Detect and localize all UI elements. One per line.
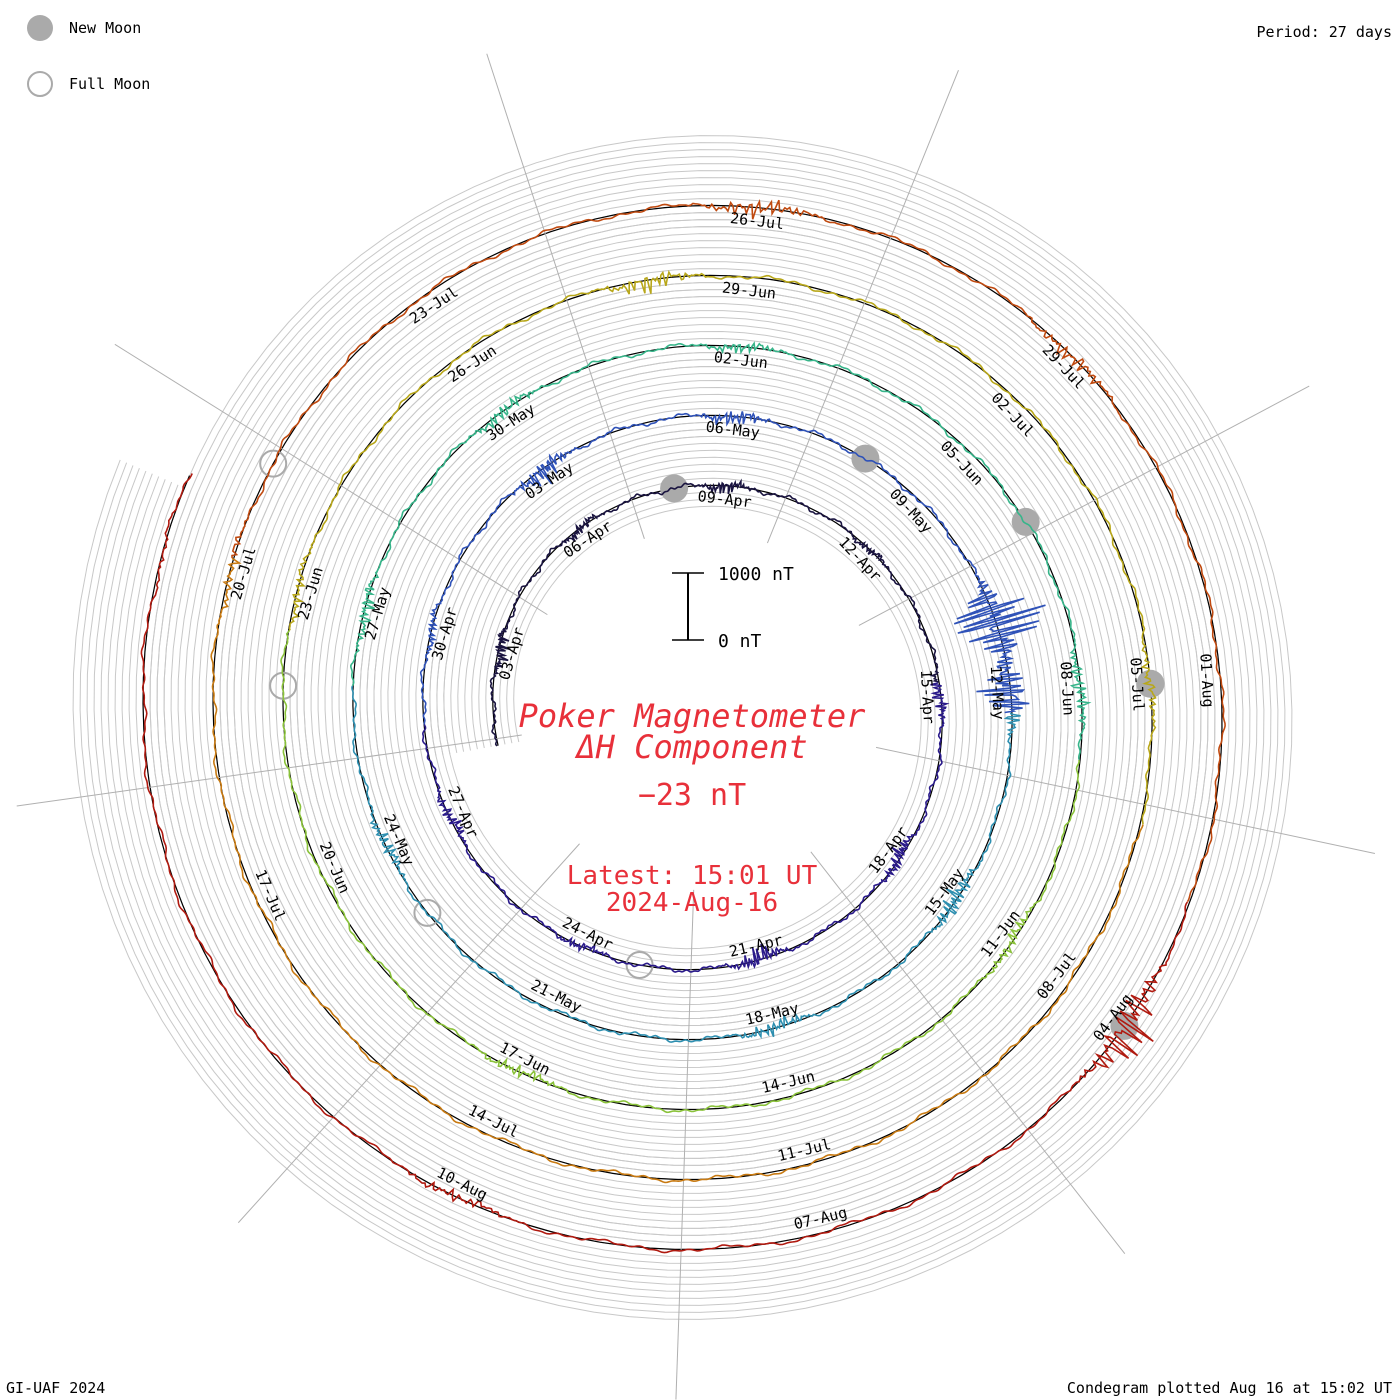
new-moon-marker — [1136, 669, 1165, 698]
date-spoke — [810, 851, 1126, 1255]
grid-ring — [107, 170, 1258, 1285]
latest-date: 2024-Aug-16 — [606, 888, 778, 918]
dh-trace-segment — [351, 685, 1021, 1043]
legend-new-moon-label: New Moon — [69, 19, 142, 37]
date-spoke — [486, 53, 645, 539]
dh-trace-segment — [231, 198, 1226, 903]
grid-ring — [86, 149, 1279, 1306]
chart-title-block: Poker Magnetometer ΔH Component −23 nT L… — [519, 697, 867, 918]
date-label: 15-Apr — [917, 669, 938, 724]
grid-ring — [93, 156, 1272, 1299]
date-spoke — [875, 746, 1376, 854]
date-label: 14-Jun — [760, 1067, 817, 1097]
date-spoke — [675, 889, 695, 1400]
grid-ring — [79, 142, 1286, 1313]
date-spoke — [16, 734, 522, 807]
dh-trace-segment — [421, 682, 950, 973]
date-spoke — [858, 385, 1310, 626]
scale-bar-bottom-label: 0 nT — [718, 631, 762, 652]
scale-bar-top-label: 1000 nT — [718, 564, 794, 585]
date-label: 07-Aug — [792, 1203, 849, 1233]
dh-trace-segment — [349, 341, 1092, 760]
date-label: 02-Jun — [713, 348, 769, 372]
grid-ring — [128, 191, 1237, 1264]
grid-ring — [121, 184, 1244, 1271]
latest-time: Latest: 15:01 UT — [567, 861, 818, 891]
full-moon-icon — [27, 71, 53, 97]
scale-bar: 1000 nT 0 nT — [672, 564, 794, 652]
date-label: 29-Jun — [721, 279, 777, 303]
legend-new-moon: New Moon — [27, 15, 141, 41]
date-label: 20-Jul — [227, 545, 260, 602]
date-label: 26-Jul — [729, 209, 785, 233]
date-label: 18-May — [744, 999, 801, 1029]
date-spokes — [16, 53, 1376, 1400]
legend-full-moon-label: Full Moon — [69, 75, 151, 93]
date-label: 05-Jul — [1127, 657, 1148, 712]
grid-rings — [72, 135, 1293, 1320]
date-label: 11-Jul — [776, 1135, 833, 1165]
full-moon-marker — [259, 449, 288, 478]
dh-trace-segment — [280, 629, 1081, 1114]
date-label: 12-May — [987, 665, 1008, 720]
dh-trace-segment — [419, 411, 1046, 725]
new-moon-icon — [27, 15, 53, 41]
full-moon-marker — [413, 898, 442, 927]
date-label: 09-Apr — [697, 487, 753, 511]
grid-ring — [135, 198, 1230, 1257]
date-spoke — [766, 70, 959, 544]
grid-ring — [100, 163, 1265, 1292]
date-spoke — [237, 843, 580, 1224]
new-moon-marker — [1011, 507, 1040, 536]
grid-ring — [114, 177, 1251, 1278]
period-label: Period: 27 days — [1256, 23, 1392, 41]
chart-title: Poker Magnetometer — [519, 697, 867, 735]
date-label: 27-Apr — [444, 784, 482, 841]
date-label: 08-Jun — [1057, 661, 1078, 716]
new-moon-marker — [851, 444, 880, 473]
date-label: 01-Aug — [1196, 653, 1217, 708]
footer-right: Condegram plotted Aug 16 at 15:02 UT — [1066, 1379, 1392, 1397]
footer-left: GI-UAF 2024 — [6, 1379, 106, 1397]
data-traces — [140, 198, 1226, 1254]
chart-subtitle: ΔH Component — [574, 728, 807, 766]
dh-trace-segment — [489, 478, 939, 747]
dh-trace-segment — [288, 270, 1157, 825]
date-label: 06-May — [705, 418, 761, 442]
current-value: −23 nT — [638, 778, 746, 813]
legend-full-moon: Full Moon — [27, 71, 150, 97]
date-spoke — [114, 343, 548, 616]
dh-trace-segment — [140, 473, 1189, 1254]
dh-trace-segment — [210, 557, 1144, 1184]
